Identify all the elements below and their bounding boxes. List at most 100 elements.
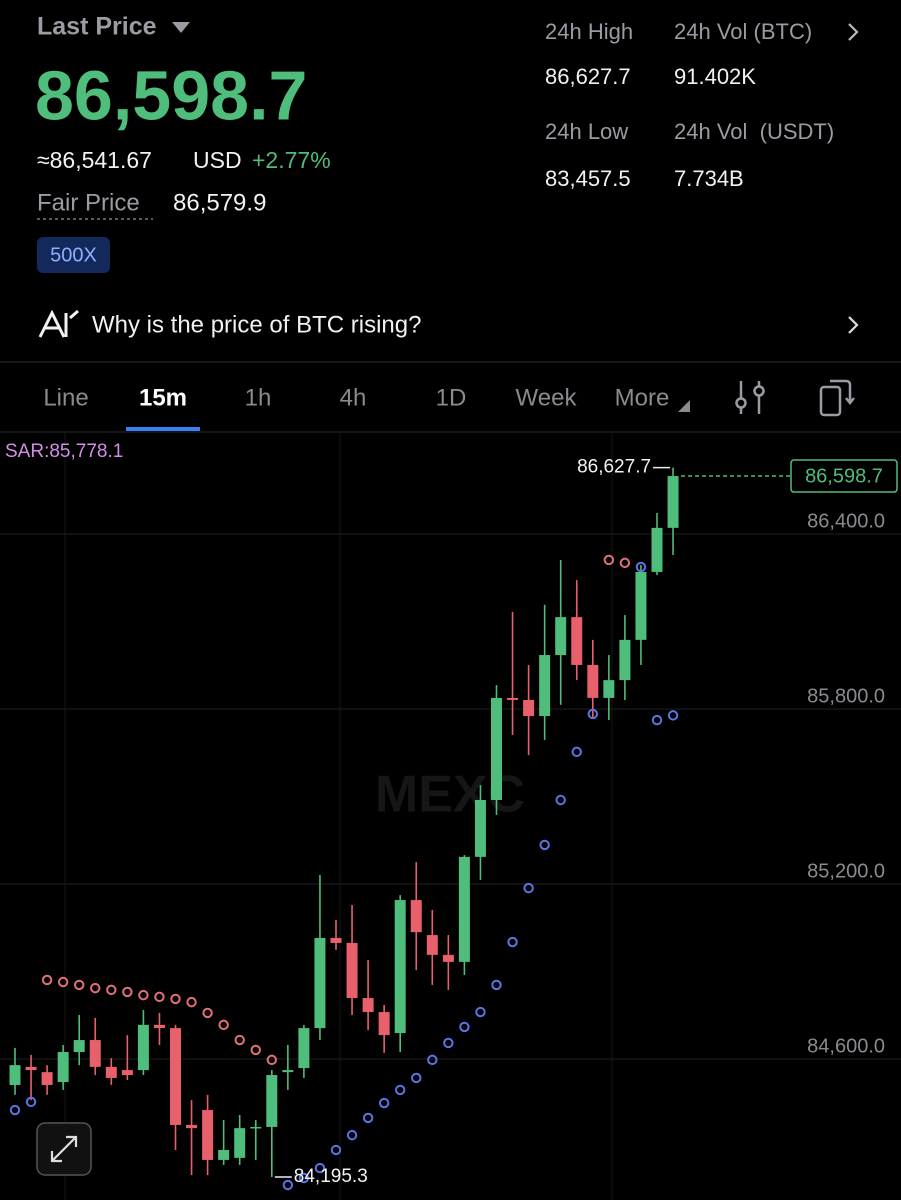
candle-body bbox=[362, 998, 374, 1013]
y-tick-label: 84,600.0 bbox=[807, 1035, 885, 1057]
candle-body bbox=[635, 571, 647, 640]
icon-stroke bbox=[735, 397, 747, 409]
more-arrow[interactable] bbox=[678, 400, 690, 412]
candle-body bbox=[571, 617, 583, 665]
candle-body bbox=[153, 1024, 165, 1029]
candle-body bbox=[266, 1075, 278, 1127]
sar-dot bbox=[57, 976, 69, 988]
timeframe-tabs: Line 15m 1h 4h 1D Week More bbox=[43, 384, 669, 431]
candle-body bbox=[539, 655, 551, 716]
sar-dot bbox=[90, 982, 101, 994]
tab[interactable]: 15m bbox=[139, 384, 187, 411]
sar-dot bbox=[314, 1162, 326, 1174]
last-price-tag bbox=[790, 459, 898, 493]
sar-dot bbox=[170, 993, 181, 1005]
stat-value: 91.402K bbox=[674, 64, 756, 89]
stat-value: 7.734B bbox=[674, 166, 744, 191]
insight-row[interactable]: Why is the price of BTC rising? bbox=[38, 309, 859, 338]
candle-body bbox=[41, 1072, 53, 1085]
tab[interactable]: Line bbox=[43, 384, 88, 411]
sar-dot bbox=[234, 1034, 245, 1046]
sar-dot bbox=[298, 1172, 310, 1184]
sar-dot bbox=[427, 1054, 438, 1066]
sar-dot bbox=[411, 1072, 422, 1084]
stat-label: 24h Vol (USDT) bbox=[674, 119, 834, 144]
y-tick-label: 85,200.0 bbox=[807, 860, 885, 882]
sar-dot bbox=[651, 714, 663, 726]
sar-dot bbox=[587, 708, 598, 720]
stat-value: 86,627.7 bbox=[545, 64, 631, 89]
sar-dot bbox=[475, 1006, 486, 1018]
fair-price-label[interactable]: Fair Price bbox=[37, 189, 140, 216]
sar-dot bbox=[266, 1054, 277, 1066]
sar-dot bbox=[218, 1019, 229, 1031]
sar-dot bbox=[523, 882, 534, 894]
candle-body bbox=[330, 937, 342, 943]
sar-dot bbox=[330, 1144, 342, 1156]
last-price-selector[interactable]: Last Price bbox=[37, 13, 190, 41]
last-price-tag-text: 86,598.7 bbox=[805, 465, 883, 487]
sar-dot bbox=[186, 996, 197, 1008]
tab[interactable]: More bbox=[615, 384, 670, 411]
candle-body bbox=[667, 476, 679, 528]
sar-dot bbox=[74, 979, 85, 991]
indicator-settings-button[interactable] bbox=[735, 381, 765, 414]
sar-dot bbox=[154, 991, 165, 1003]
sar-dot bbox=[571, 746, 582, 758]
sar-dot bbox=[619, 557, 631, 569]
low-label: 84,195.3 bbox=[294, 1166, 368, 1187]
approx-usd: ≈86,541.67 bbox=[37, 147, 152, 173]
chevron[interactable] bbox=[848, 23, 859, 41]
last-price-label[interactable]: Last Price bbox=[37, 13, 157, 41]
candle-body bbox=[491, 697, 502, 800]
sar-dot bbox=[250, 1044, 261, 1056]
stat-label: 24h Low bbox=[545, 119, 628, 144]
tab[interactable]: 4h bbox=[340, 384, 367, 411]
sar-dot bbox=[635, 561, 647, 573]
candle-body bbox=[57, 1052, 69, 1083]
candle-body bbox=[378, 1012, 390, 1036]
candle-body bbox=[298, 1028, 310, 1069]
tab[interactable]: Week bbox=[516, 384, 578, 411]
candle-body bbox=[9, 1065, 21, 1085]
sar-label: SAR:85,778.1 bbox=[5, 441, 123, 462]
sar-dot bbox=[362, 1112, 374, 1124]
leverage-badge bbox=[37, 237, 110, 273]
sar-dot bbox=[378, 1097, 390, 1109]
candle-body bbox=[474, 799, 486, 857]
rotate-button[interactable] bbox=[819, 379, 855, 417]
candle-body bbox=[619, 639, 631, 681]
dropdown-arrow[interactable] bbox=[172, 22, 190, 33]
tab[interactable]: 1h bbox=[245, 384, 272, 411]
icon-stroke bbox=[830, 379, 855, 406]
sar-dot bbox=[539, 839, 550, 851]
sar-dot bbox=[443, 1037, 454, 1049]
tab[interactable]: 1D bbox=[436, 384, 467, 411]
sar-dot bbox=[395, 1084, 406, 1096]
icon-stroke bbox=[753, 385, 765, 397]
fullscreen-button[interactable] bbox=[36, 1122, 92, 1176]
candle-body bbox=[555, 617, 567, 656]
sar-dot bbox=[106, 984, 117, 996]
candlestick-chart: MEXC 84,600.0 85,200.0 85,800.0 86,400.0 SAR… bbox=[0, 433, 901, 1200]
change: +2.77% bbox=[252, 147, 331, 173]
sar-dot bbox=[41, 974, 53, 986]
candle-body bbox=[426, 935, 438, 955]
candle-body bbox=[314, 937, 326, 1029]
candle-body bbox=[25, 1066, 37, 1071]
candle-body bbox=[137, 1024, 149, 1071]
candle-body bbox=[121, 1070, 133, 1076]
sar-dot bbox=[507, 936, 518, 948]
candle-body bbox=[218, 1150, 230, 1160]
candle-body bbox=[170, 1028, 181, 1125]
candle-body bbox=[89, 1040, 101, 1067]
candle-body bbox=[73, 1040, 85, 1053]
candle-body bbox=[234, 1128, 246, 1158]
chevron[interactable] bbox=[848, 316, 859, 334]
stat-label: 24h High bbox=[545, 19, 633, 44]
insight-text[interactable]: Why is the price of BTC rising? bbox=[92, 311, 421, 338]
sar-dot bbox=[138, 989, 149, 1001]
usd-unit: USD bbox=[193, 147, 242, 173]
